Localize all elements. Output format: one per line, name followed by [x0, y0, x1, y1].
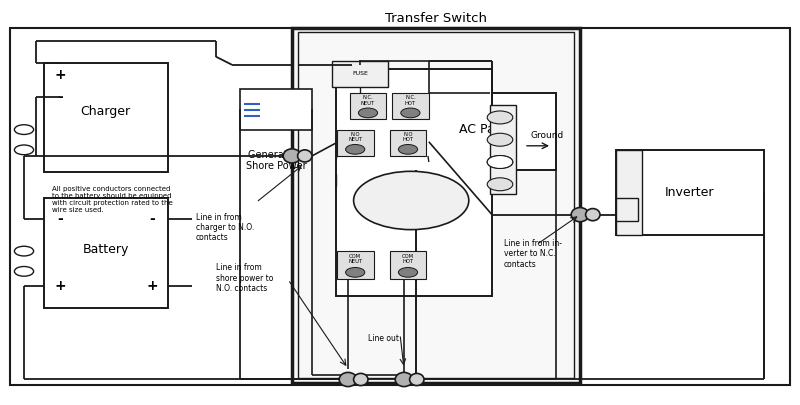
Bar: [350, 93, 386, 119]
Ellipse shape: [395, 373, 413, 386]
Text: Line in from
charger to N.O.
contacts: Line in from charger to N.O. contacts: [196, 213, 254, 243]
Ellipse shape: [298, 150, 312, 162]
Text: +: +: [146, 279, 158, 292]
Circle shape: [398, 145, 418, 154]
Bar: [392, 93, 429, 119]
Bar: [616, 150, 764, 235]
Text: 30 amp
Relay: 30 amp Relay: [398, 194, 425, 207]
Bar: [298, 32, 574, 378]
Circle shape: [14, 246, 34, 256]
Circle shape: [401, 108, 420, 118]
Text: FUSE: FUSE: [352, 71, 368, 77]
Bar: [10, 28, 790, 385]
Text: COM
HOT: COM HOT: [402, 254, 414, 264]
Text: N.O
HOT: N.O HOT: [402, 132, 414, 143]
Ellipse shape: [586, 209, 600, 221]
Text: AC Panel: AC Panel: [459, 123, 514, 136]
Bar: [336, 69, 492, 296]
Bar: [337, 251, 374, 279]
Bar: [337, 130, 374, 156]
Bar: [240, 89, 312, 130]
Ellipse shape: [410, 373, 424, 386]
Text: +: +: [54, 68, 66, 82]
Text: -: -: [57, 90, 63, 104]
Circle shape: [354, 171, 469, 230]
Ellipse shape: [354, 373, 368, 386]
Circle shape: [487, 111, 513, 124]
Circle shape: [487, 178, 513, 191]
Text: N.C.
HOT: N.C. HOT: [405, 95, 416, 106]
Bar: [390, 251, 426, 279]
Ellipse shape: [283, 149, 301, 163]
Circle shape: [487, 156, 513, 168]
Circle shape: [14, 145, 34, 155]
Ellipse shape: [339, 373, 357, 386]
Bar: [490, 105, 516, 194]
Bar: [292, 28, 580, 383]
Text: Line out: Line out: [368, 334, 399, 343]
Ellipse shape: [571, 207, 589, 222]
Text: N.O
NEUT: N.O NEUT: [348, 132, 362, 143]
Text: Charger: Charger: [81, 105, 130, 118]
Text: N.C.
NEUT: N.C. NEUT: [361, 95, 375, 106]
Bar: [44, 198, 168, 308]
Bar: [44, 63, 168, 172]
Text: Line in from
shore power to
N.O. contacts: Line in from shore power to N.O. contact…: [216, 263, 274, 293]
Circle shape: [487, 156, 513, 168]
Text: Generator /
Shore Power: Generator / Shore Power: [246, 150, 306, 171]
Bar: [416, 93, 556, 170]
Circle shape: [346, 267, 365, 277]
Text: Battery: Battery: [82, 243, 129, 256]
Text: +: +: [54, 279, 66, 292]
Circle shape: [346, 145, 365, 154]
Circle shape: [398, 267, 418, 277]
Text: Transfer Switch: Transfer Switch: [385, 12, 487, 25]
Circle shape: [14, 125, 34, 134]
Text: -: -: [57, 212, 63, 226]
Text: All positive conductors connected
to the battery should be equipped
with circuit: All positive conductors connected to the…: [52, 186, 173, 213]
Bar: [332, 61, 388, 87]
Circle shape: [487, 133, 513, 146]
Circle shape: [14, 266, 34, 276]
Bar: [616, 150, 642, 235]
Bar: [390, 130, 426, 156]
Bar: [616, 198, 638, 221]
Text: Ground: Ground: [530, 131, 564, 140]
Text: COM
NEUT: COM NEUT: [348, 254, 362, 264]
Text: -: -: [149, 212, 155, 226]
Text: Line in from in-
verter to N.C.
contacts: Line in from in- verter to N.C. contacts: [504, 239, 562, 269]
Circle shape: [358, 108, 378, 118]
Text: Inverter: Inverter: [665, 186, 714, 199]
